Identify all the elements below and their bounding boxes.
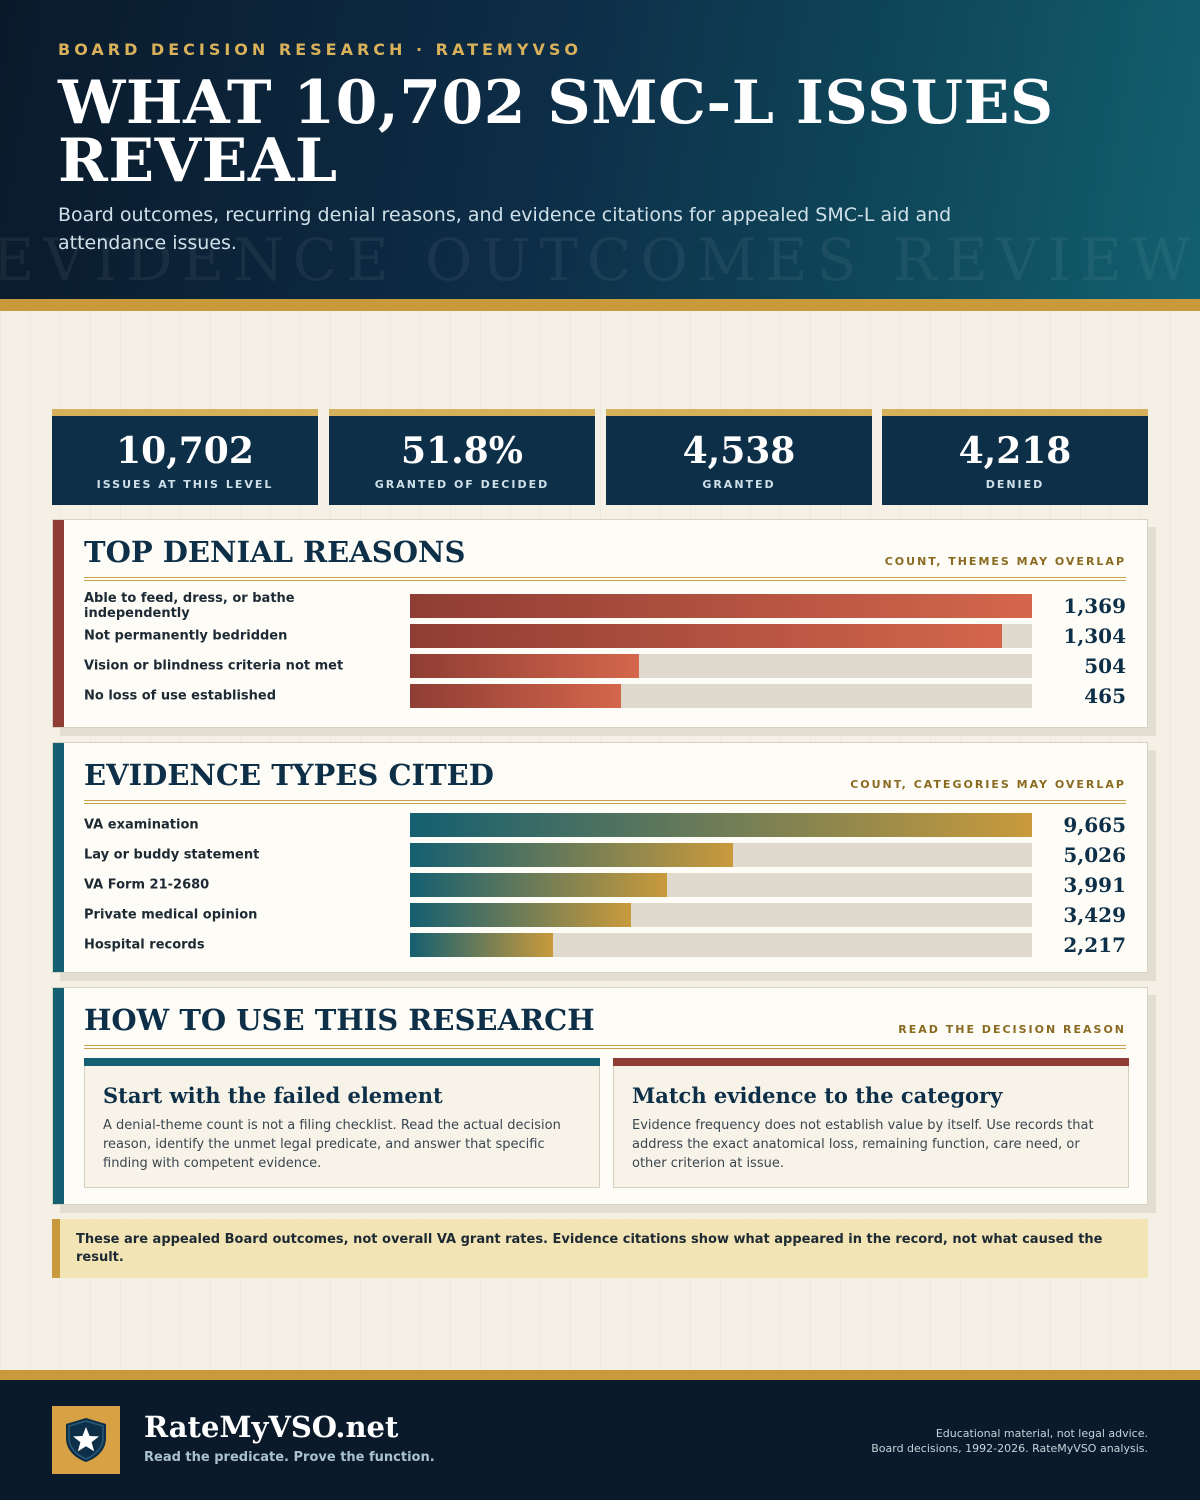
tip-card-text: Evidence frequency does not establish va… (632, 1118, 1094, 1171)
bar (410, 873, 667, 897)
bar-value-label: 504 (1084, 654, 1126, 678)
bar-value-label: 1,369 (1063, 594, 1126, 618)
disclaimer-note-text: These are appealed Board outcomes, not o… (76, 1232, 1103, 1265)
bar-value-label: 5,026 (1063, 843, 1126, 867)
bar-value-label: 2,217 (1063, 933, 1126, 957)
stat-card-grant-rate: 51.8% GRANTED OF DECIDED (329, 409, 595, 505)
bar-track (410, 903, 1032, 927)
page-title: WHAT 10,702 SMC-L ISSUES REVEAL (58, 68, 1054, 196)
bar-category-label: VA examination (84, 817, 199, 833)
bar-category-label: Not permanently bedridden (84, 628, 288, 644)
how-to-use-panel: HOW TO USE THIS RESEARCH READ THE DECISI… (52, 987, 1156, 1213)
bar-track (410, 873, 1032, 897)
brand-name: RateMyVSO.net (144, 1410, 399, 1444)
bar-category-label: Lay or buddy statement (84, 847, 260, 863)
bar-row: No loss of use established 465 (84, 684, 1126, 708)
bar (410, 654, 639, 678)
bar-category-label: VA Form 21-2680 (84, 877, 210, 893)
bar (410, 843, 733, 867)
bar-track (410, 624, 1032, 648)
stat-label: GRANTED (702, 478, 776, 491)
bar-row: Private medical opinion 3,429 (84, 903, 1126, 927)
stat-value: 10,702 (116, 430, 254, 472)
bar-track (410, 594, 1032, 618)
header-watermark: EVIDENCE OUTCOMES REVIEW (0, 226, 1200, 294)
header-gold-divider (0, 299, 1200, 311)
how-to-use-title: HOW TO USE THIS RESEARCH (84, 1003, 595, 1037)
tip-card-title: Match evidence to the category (632, 1083, 1003, 1108)
bar-track (410, 933, 1032, 957)
bar-value-label: 1,304 (1063, 624, 1126, 648)
tip-card-text: A denial-theme count is not a filing che… (103, 1118, 561, 1171)
footer: RateMyVSO.net Read the predicate. Prove … (0, 1380, 1200, 1500)
bar (410, 594, 1032, 618)
bar-category-label: Hospital records (84, 937, 205, 953)
panel-rule (84, 577, 1126, 581)
footer-disclaimer-line: Board decisions, 1992-2026. RateMyVSO an… (871, 1442, 1148, 1455)
bar-track (410, 684, 1032, 708)
shield-star-icon (66, 1418, 106, 1462)
panel-accent-bar (53, 520, 64, 727)
evidence-types-panel: EVIDENCE TYPES CITED COUNT, CATEGORIES M… (52, 742, 1156, 981)
bar (410, 903, 631, 927)
bar-row: Vision or blindness criteria not met 504 (84, 654, 1126, 678)
bar-value-label: 3,991 (1063, 873, 1126, 897)
panel-accent-bar (53, 743, 64, 972)
stat-value: 4,538 (682, 430, 796, 472)
stat-value: 4,218 (958, 430, 1072, 472)
how-to-use-note: READ THE DECISION REASON (898, 1023, 1126, 1036)
footer-disclaimer: Educational material, not legal advice. … (871, 1426, 1148, 1456)
disclaimer-note: These are appealed Board outcomes, not o… (52, 1219, 1148, 1278)
header-kicker: BOARD DECISION RESEARCH · RATEMYVSO (58, 40, 582, 59)
bar-row: Not permanently bedridden 1,304 (84, 624, 1126, 648)
brand-tagline: Read the predicate. Prove the function. (144, 1450, 435, 1465)
bar-track (410, 843, 1032, 867)
stat-card-granted: 4,538 GRANTED (606, 409, 872, 505)
tip-card-match-evidence: Match evidence to the category Evidence … (613, 1058, 1129, 1188)
stat-cards: 10,702 ISSUES AT THIS LEVEL 51.8% GRANTE… (52, 409, 1148, 505)
bar-value-label: 3,429 (1063, 903, 1126, 927)
tip-card-failed-element: Start with the failed element A denial-t… (84, 1058, 600, 1188)
bar-row: Lay or buddy statement 5,026 (84, 843, 1126, 867)
stat-value: 51.8% (401, 430, 523, 472)
bar (410, 933, 553, 957)
bar-row: Able to feed, dress, or bathe independen… (84, 591, 1126, 621)
bar-category-label: No loss of use established (84, 688, 277, 704)
bar-category-label: Private medical opinion (84, 907, 258, 923)
stat-card-denied: 4,218 DENIED (882, 409, 1148, 505)
bar-value-label: 9,665 (1063, 813, 1126, 837)
evidence-types-title: EVIDENCE TYPES CITED (84, 758, 494, 792)
bar-row: VA Form 21-2680 3,991 (84, 873, 1126, 897)
bar-category-label: Able to feed, dress, or bathe independen… (84, 591, 295, 621)
bar-track (410, 654, 1032, 678)
bar (410, 813, 1032, 837)
brand-logo (52, 1406, 120, 1474)
evidence-types-note: COUNT, CATEGORIES MAY OVERLAP (850, 778, 1126, 791)
bar-category-label: Vision or blindness criteria not met (84, 658, 344, 674)
panel-rule (84, 800, 1126, 804)
page-subtitle: Board outcomes, recurring denial reasons… (58, 204, 952, 254)
panel-rule (84, 1045, 1126, 1049)
header-banner: EVIDENCE OUTCOMES REVIEW BOARD DECISION … (0, 0, 1200, 300)
footer-disclaimer-line: Educational material, not legal advice. (935, 1427, 1148, 1440)
bar (410, 624, 1002, 648)
stat-card-issues: 10,702 ISSUES AT THIS LEVEL (52, 409, 318, 505)
bar-row: VA examination 9,665 (84, 813, 1126, 837)
stat-label: DENIED (985, 478, 1045, 491)
footer-gold-divider (0, 1370, 1200, 1380)
tip-card-title: Start with the failed element (103, 1083, 443, 1108)
denial-reasons-title: TOP DENIAL REASONS (84, 535, 466, 569)
stat-label: GRANTED OF DECIDED (374, 478, 550, 491)
stat-label: ISSUES AT THIS LEVEL (96, 478, 274, 491)
bar-row: Hospital records 2,217 (84, 933, 1126, 957)
panel-accent-bar (53, 988, 64, 1204)
bar (410, 684, 621, 708)
bar-value-label: 465 (1084, 684, 1126, 708)
denial-reasons-note: COUNT, THEMES MAY OVERLAP (884, 555, 1126, 568)
bar-track (410, 813, 1032, 837)
denial-reasons-panel: TOP DENIAL REASONS COUNT, THEMES MAY OVE… (52, 519, 1156, 736)
